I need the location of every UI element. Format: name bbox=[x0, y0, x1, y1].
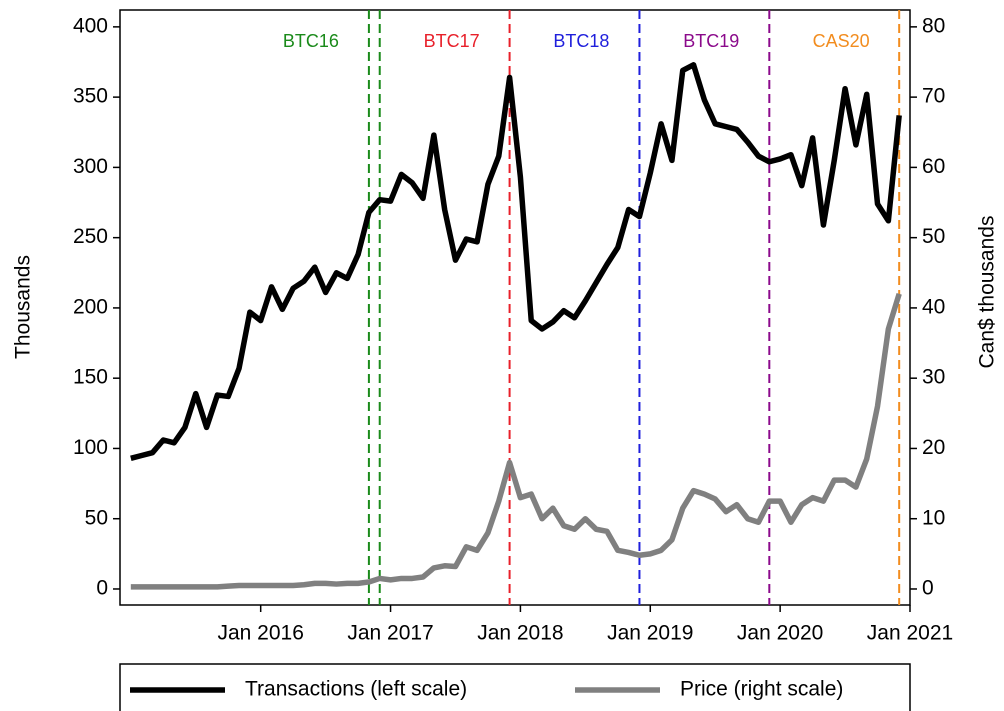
y2-tick-label: 70 bbox=[922, 85, 945, 108]
series-line bbox=[130, 62, 902, 461]
event-label: BTC16 bbox=[283, 31, 339, 51]
y-tick-label: 350 bbox=[73, 85, 108, 108]
y2-tick-label: 0 bbox=[922, 577, 934, 600]
legend-label: Transactions (left scale) bbox=[245, 678, 467, 701]
y2-tick-label: 80 bbox=[922, 14, 945, 37]
legend-label: Price (right scale) bbox=[680, 678, 843, 701]
y2-tick-label: 20 bbox=[922, 436, 945, 459]
x-tick-label: Jan 2019 bbox=[607, 622, 693, 645]
y-tick-label: 50 bbox=[85, 506, 108, 529]
y-tick-label: 0 bbox=[96, 577, 108, 600]
y-axis-label: Thousands bbox=[12, 255, 35, 359]
y-tick-label: 250 bbox=[73, 225, 108, 248]
x-tick-label: Jan 2016 bbox=[217, 622, 303, 645]
event-label: BTC17 bbox=[424, 31, 480, 51]
y2-axis-label: Can$ thousands bbox=[976, 216, 999, 369]
legend-box bbox=[119, 663, 911, 711]
x-tick-label: Jan 2017 bbox=[347, 622, 433, 645]
event-label: BTC19 bbox=[683, 31, 739, 51]
event-label: CAS20 bbox=[813, 31, 870, 51]
y-tick-label: 100 bbox=[73, 436, 108, 459]
x-tick-label: Jan 2021 bbox=[867, 622, 953, 645]
y2-tick-label: 50 bbox=[922, 225, 945, 248]
y2-tick-label: 40 bbox=[922, 295, 945, 318]
y2-tick-label: 10 bbox=[922, 506, 945, 529]
x-tick-label: Jan 2020 bbox=[737, 622, 823, 645]
y2-tick-label: 60 bbox=[922, 155, 945, 178]
y-tick-label: 300 bbox=[73, 155, 108, 178]
y-tick-label: 200 bbox=[73, 295, 108, 318]
y-tick-label: 400 bbox=[73, 14, 108, 37]
x-tick-label: Jan 2018 bbox=[477, 622, 563, 645]
y-tick-label: 150 bbox=[73, 366, 108, 389]
event-label: BTC18 bbox=[553, 31, 609, 51]
y2-tick-label: 30 bbox=[922, 366, 945, 389]
series-line bbox=[130, 293, 902, 590]
